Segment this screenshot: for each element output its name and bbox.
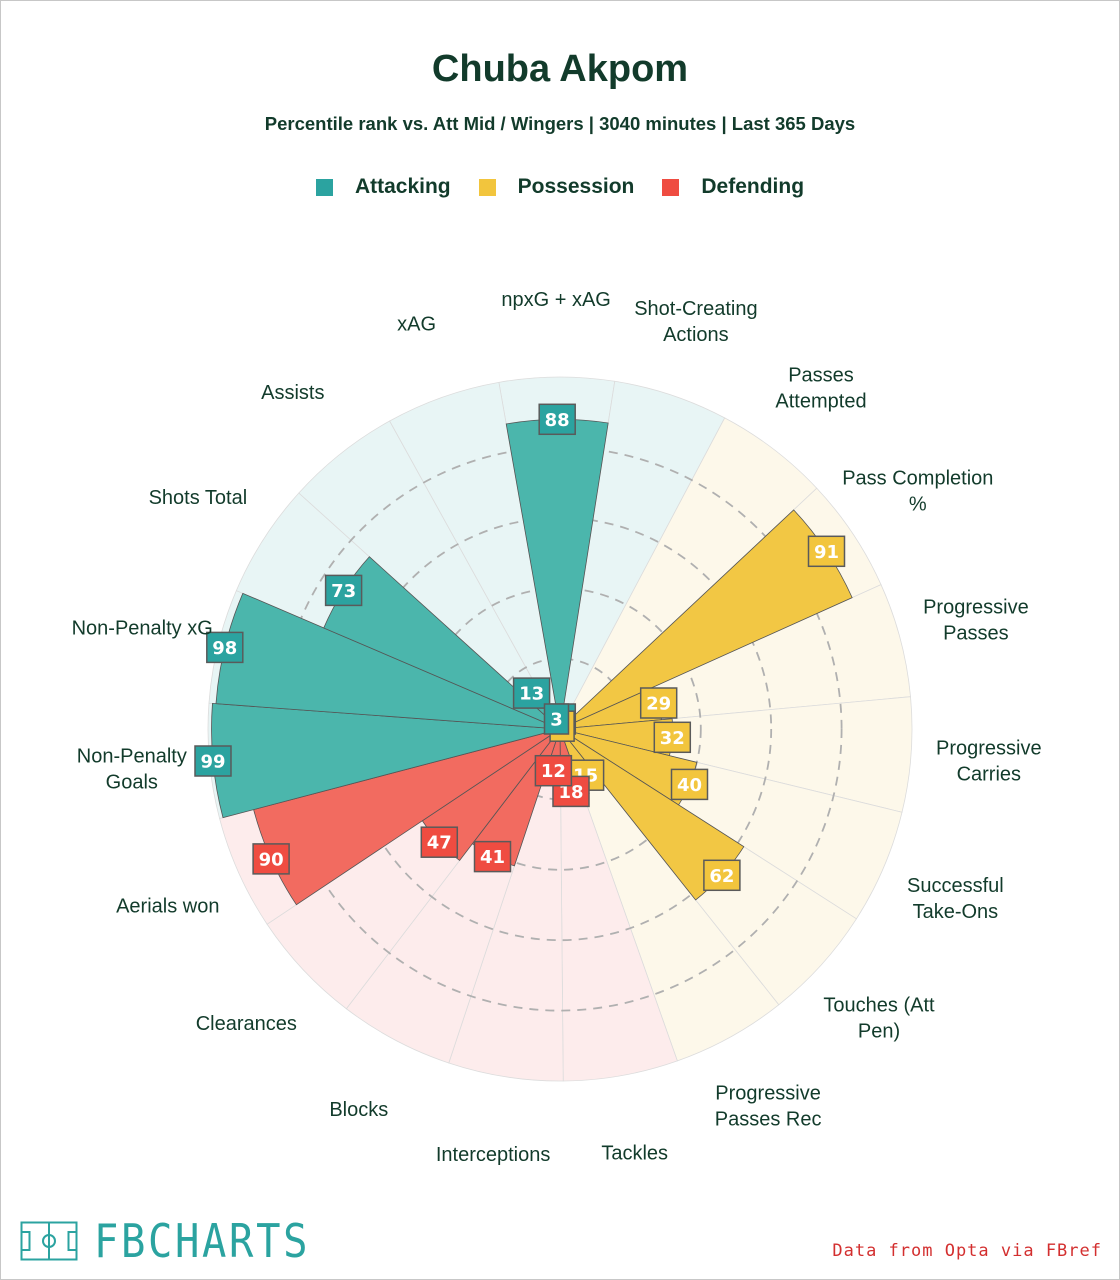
value-text: 12 <box>541 761 566 782</box>
legend-item-attacking: Attacking <box>315 175 451 199</box>
value-box <box>807 535 846 568</box>
value-label-aerials-won: 90 <box>252 843 290 875</box>
category-label-clearances: Clearances <box>196 1013 297 1035</box>
value-box <box>206 631 244 664</box>
value-box <box>653 721 692 754</box>
bars <box>211 418 853 906</box>
chart-title: Chuba Akpom <box>431 48 689 90</box>
value-label-interceptions: 12 <box>534 754 573 787</box>
value-text: 13 <box>519 684 544 705</box>
category-label-npxg-xag: npxG + xAG <box>501 289 611 311</box>
category-label-progressive-carries: Progressive Carries <box>936 738 1042 786</box>
value-text: 32 <box>660 728 685 749</box>
sector-bg-xag <box>389 381 561 730</box>
value-labels: 88319129324062151812414790999873133 <box>194 403 846 892</box>
legend-label-possession: Possession <box>517 175 635 198</box>
value-label-touches-att-pen: 62 <box>703 859 741 892</box>
category-label-xag: xAG <box>397 314 436 336</box>
legend-swatch-possession <box>478 178 496 196</box>
value-label-assists: 13 <box>512 677 551 709</box>
category-label-shot-creating-actions: Shot-Creating Actions <box>634 298 757 346</box>
value-text: 40 <box>677 775 702 796</box>
value-box <box>670 768 709 801</box>
value-label-progressive-passes: 29 <box>639 687 678 719</box>
category-label-progressive-passes-rec: Progressive Passes Rec <box>715 1082 822 1130</box>
value-box <box>512 677 551 709</box>
value-box <box>534 754 573 787</box>
value-box <box>538 403 576 436</box>
value-label-non-penalty-goals: 99 <box>194 745 232 777</box>
value-box <box>703 859 741 892</box>
fbcharts-logo: FBCHARTS <box>20 1214 340 1268</box>
category-label-passes-attempted: Passes Attempted <box>775 364 866 412</box>
value-text: 41 <box>480 847 505 868</box>
value-box <box>543 703 570 735</box>
legend: Attacking Possession Defending <box>0 175 1120 199</box>
category-label-pass-completion: Pass Completion% <box>842 468 993 516</box>
value-label-progressive-carries: 32 <box>653 721 692 754</box>
pitch-icon <box>20 1221 78 1261</box>
category-label-assists: Assists <box>261 382 324 404</box>
category-label-touches-att-pen: Touches (Att Pen) <box>823 994 935 1042</box>
value-box <box>473 840 512 873</box>
value-label-npxg-xag: 88 <box>538 403 576 436</box>
data-source-note: Data from Opta via FBref <box>832 1241 1102 1261</box>
value-label-pass-completion: 91 <box>807 535 846 568</box>
value-text: 18 <box>558 782 583 803</box>
value-label-xag: 3 <box>543 703 570 735</box>
value-text: 62 <box>709 866 734 887</box>
value-text: 90 <box>259 849 284 870</box>
category-label-blocks: Blocks <box>329 1099 388 1121</box>
legend-item-possession: Possession <box>478 175 635 199</box>
value-box <box>639 687 678 719</box>
category-label-shots-total: Shots Total <box>149 487 248 509</box>
value-box <box>420 826 459 858</box>
legend-label-attacking: Attacking <box>354 175 451 198</box>
value-text: 47 <box>427 833 452 854</box>
value-text: 88 <box>545 410 570 431</box>
value-label-clearances: 47 <box>420 826 459 858</box>
value-text: 91 <box>814 542 839 563</box>
value-label-successful-take-ons: 40 <box>670 768 709 801</box>
value-text: 3 <box>550 710 563 731</box>
category-label-aerials-won: Aerials won <box>116 895 219 917</box>
category-labels: npxG + xAG Shot-Creating Actions Passes Atte… <box>72 289 1042 1166</box>
legend-swatch-attacking <box>315 178 333 196</box>
value-text: 29 <box>646 694 671 715</box>
category-label-non-penalty-goals: Non-Penalty Goals <box>77 745 187 793</box>
category-label-progressive-passes: Progressive Passes <box>923 597 1029 645</box>
chart-subtitle: Percentile rank vs. Att Mid / Wingers | … <box>264 113 856 134</box>
brand-name: FBCHARTS <box>94 1214 311 1268</box>
category-label-successful-take-ons: Successful Take-Ons <box>907 875 1004 923</box>
value-box <box>252 843 290 875</box>
legend-swatch-defending <box>662 178 680 196</box>
category-label-non-penalty-xg: Non-Penalty xG <box>72 617 213 639</box>
value-label-blocks: 41 <box>473 840 512 873</box>
value-text: 73 <box>331 581 356 602</box>
category-label-tackles: Tackles <box>601 1143 668 1165</box>
value-text: 98 <box>212 638 237 659</box>
value-text: 99 <box>200 752 225 773</box>
value-label-non-penalty-xg: 98 <box>206 631 244 664</box>
value-box <box>194 745 232 777</box>
value-label-shots-total: 73 <box>324 574 363 607</box>
value-box <box>324 574 363 607</box>
legend-label-defending: Defending <box>701 175 805 198</box>
category-label-interceptions: Interceptions <box>436 1144 551 1166</box>
legend-item-defending: Defending <box>662 175 804 199</box>
